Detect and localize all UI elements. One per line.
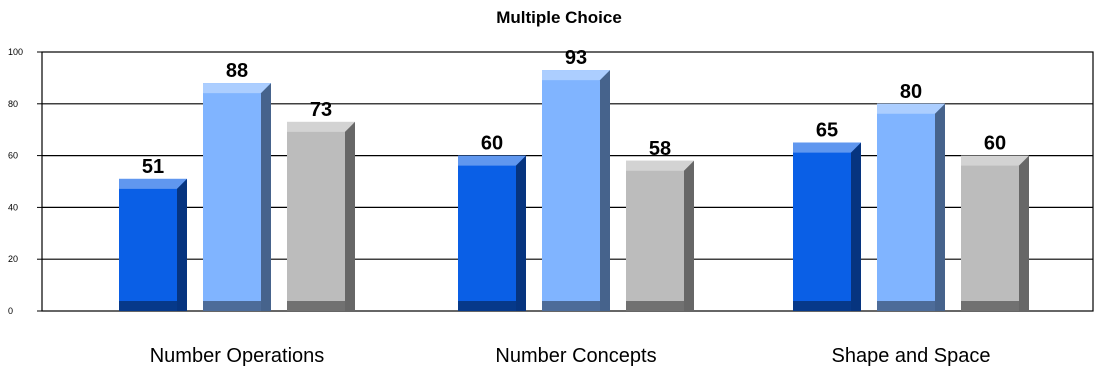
y-tick-label: 60 [8, 151, 18, 161]
bar-side [935, 103, 945, 311]
data-label: 60 [984, 133, 1006, 155]
category-label: Number Operations [150, 345, 325, 367]
bar-base [287, 301, 345, 311]
data-label: 73 [310, 99, 332, 121]
bar-top [287, 121, 355, 132]
bar [287, 121, 355, 312]
bar-top [119, 178, 187, 189]
bar-side [177, 178, 187, 311]
bar-side [684, 160, 694, 311]
data-label: 60 [481, 133, 503, 155]
bar-top [458, 155, 526, 166]
bar-top [626, 160, 694, 171]
bar-top [877, 103, 945, 114]
bar [458, 155, 526, 311]
bar-side [261, 83, 271, 311]
bar-top [203, 83, 271, 94]
bar-side [345, 121, 355, 312]
bar-base [626, 301, 684, 311]
y-tick-label: 100 [8, 47, 23, 57]
bar-base [119, 301, 177, 311]
y-tick-label: 0 [8, 306, 13, 316]
bar-side [516, 155, 526, 311]
bar-base [542, 301, 600, 311]
category-label: Shape and Space [831, 345, 990, 367]
data-label: 58 [649, 138, 671, 160]
y-tick-label: 80 [8, 99, 18, 109]
bar-base [793, 301, 851, 311]
bar-side [600, 70, 610, 311]
y-tick-label: 40 [8, 202, 18, 212]
bar [626, 160, 694, 311]
bar [877, 103, 945, 311]
bar [542, 70, 610, 311]
bar-top [961, 155, 1029, 166]
data-label: 65 [816, 120, 838, 142]
data-label: 93 [565, 47, 587, 69]
bar-base [877, 301, 935, 311]
bar [203, 83, 271, 311]
data-label: 88 [226, 60, 248, 82]
bar-base [458, 301, 516, 311]
bar-top [793, 142, 861, 153]
y-tick-label: 20 [8, 254, 18, 264]
bar-top [542, 70, 610, 81]
category-label: Number Concepts [495, 345, 656, 367]
chart-title: Multiple Choice [496, 8, 622, 27]
bar-base [961, 301, 1019, 311]
bar-side [1019, 155, 1029, 311]
bar-base [203, 301, 261, 311]
bar [793, 142, 861, 311]
bar-side [851, 142, 861, 311]
bar [961, 155, 1029, 311]
data-label: 80 [900, 81, 922, 103]
bar [119, 178, 187, 311]
data-label: 51 [142, 156, 164, 178]
